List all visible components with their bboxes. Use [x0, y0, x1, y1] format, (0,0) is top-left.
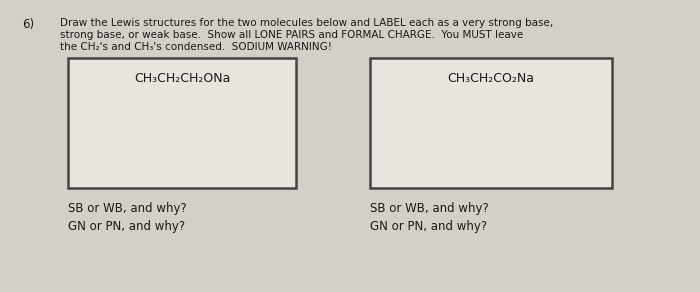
Text: GN or PN, and why?: GN or PN, and why?	[68, 220, 185, 233]
Text: GN or PN, and why?: GN or PN, and why?	[370, 220, 487, 233]
Bar	[68, 58, 296, 188]
Text: Draw the Lewis structures for the two molecules below and LABEL each as a very s: Draw the Lewis structures for the two mo…	[60, 18, 553, 28]
Text: CH₃CH₂CO₂Na: CH₃CH₂CO₂Na	[447, 72, 535, 85]
Text: CH₃CH₂CH₂ONa: CH₃CH₂CH₂ONa	[134, 72, 230, 85]
Text: 6): 6)	[22, 18, 34, 31]
Text: strong base, or weak base.  Show all LONE PAIRS and FORMAL CHARGE.  You MUST lea: strong base, or weak base. Show all LONE…	[60, 30, 524, 40]
Text: SB or WB, and why?: SB or WB, and why?	[370, 202, 489, 215]
Text: the CH₂'s and CH₃'s condensed.  SODIUM WARNING!: the CH₂'s and CH₃'s condensed. SODIUM WA…	[60, 42, 332, 52]
Text: SB or WB, and why?: SB or WB, and why?	[68, 202, 187, 215]
Bar	[370, 58, 612, 188]
